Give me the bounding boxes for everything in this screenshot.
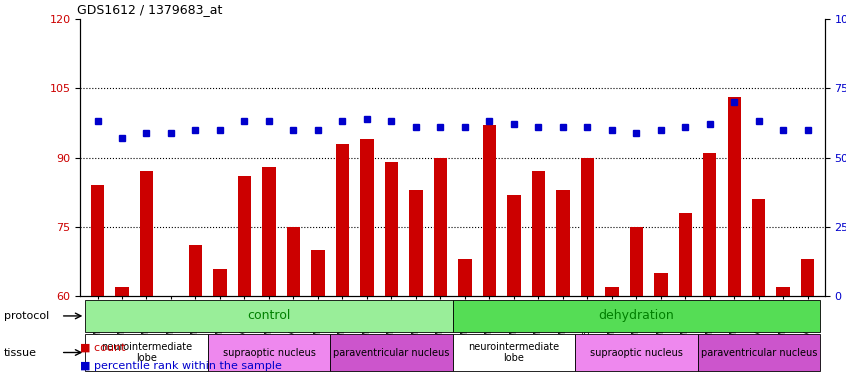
Text: dehydration: dehydration <box>598 309 674 322</box>
Bar <box>654 273 667 296</box>
Bar <box>453 300 820 332</box>
Bar <box>213 268 227 296</box>
Bar <box>507 195 520 296</box>
Bar <box>678 213 692 296</box>
Text: ■ percentile rank within the sample: ■ percentile rank within the sample <box>80 361 283 371</box>
Bar <box>409 190 423 296</box>
Bar <box>262 167 276 296</box>
Bar <box>208 334 330 371</box>
Bar <box>459 259 471 296</box>
Bar <box>482 125 496 296</box>
Bar <box>777 287 790 296</box>
Bar <box>531 171 545 296</box>
Bar <box>434 158 447 296</box>
Bar <box>91 185 104 296</box>
Bar <box>140 171 153 296</box>
Bar <box>85 300 453 332</box>
Bar <box>360 139 374 296</box>
Text: neurointermediate
lobe: neurointermediate lobe <box>469 342 559 363</box>
Bar <box>556 190 569 296</box>
Bar <box>605 287 618 296</box>
Bar <box>330 334 453 371</box>
Text: control: control <box>247 309 291 322</box>
Bar <box>703 153 717 296</box>
Bar <box>336 144 349 296</box>
Bar <box>311 250 325 296</box>
Bar <box>752 199 766 296</box>
Text: supraoptic nucleus: supraoptic nucleus <box>590 348 683 357</box>
Bar <box>385 162 398 296</box>
Bar <box>238 176 251 296</box>
Text: supraoptic nucleus: supraoptic nucleus <box>222 348 316 357</box>
Text: paraventricular nucleus: paraventricular nucleus <box>333 348 449 357</box>
Bar <box>189 245 202 296</box>
Bar <box>629 227 643 296</box>
Text: GDS1612 / 1379683_at: GDS1612 / 1379683_at <box>77 3 222 16</box>
Text: paraventricular nucleus: paraventricular nucleus <box>700 348 817 357</box>
Bar <box>85 334 208 371</box>
Text: tissue: tissue <box>4 348 37 357</box>
Bar <box>697 334 820 371</box>
Bar <box>287 227 300 296</box>
Text: protocol: protocol <box>4 311 49 321</box>
Bar <box>580 158 594 296</box>
Bar <box>801 259 815 296</box>
Bar <box>728 98 741 296</box>
Bar <box>115 287 129 296</box>
Bar <box>453 334 575 371</box>
Text: neurointermediate
lobe: neurointermediate lobe <box>101 342 192 363</box>
Bar <box>575 334 697 371</box>
Text: ■ count: ■ count <box>80 342 126 352</box>
